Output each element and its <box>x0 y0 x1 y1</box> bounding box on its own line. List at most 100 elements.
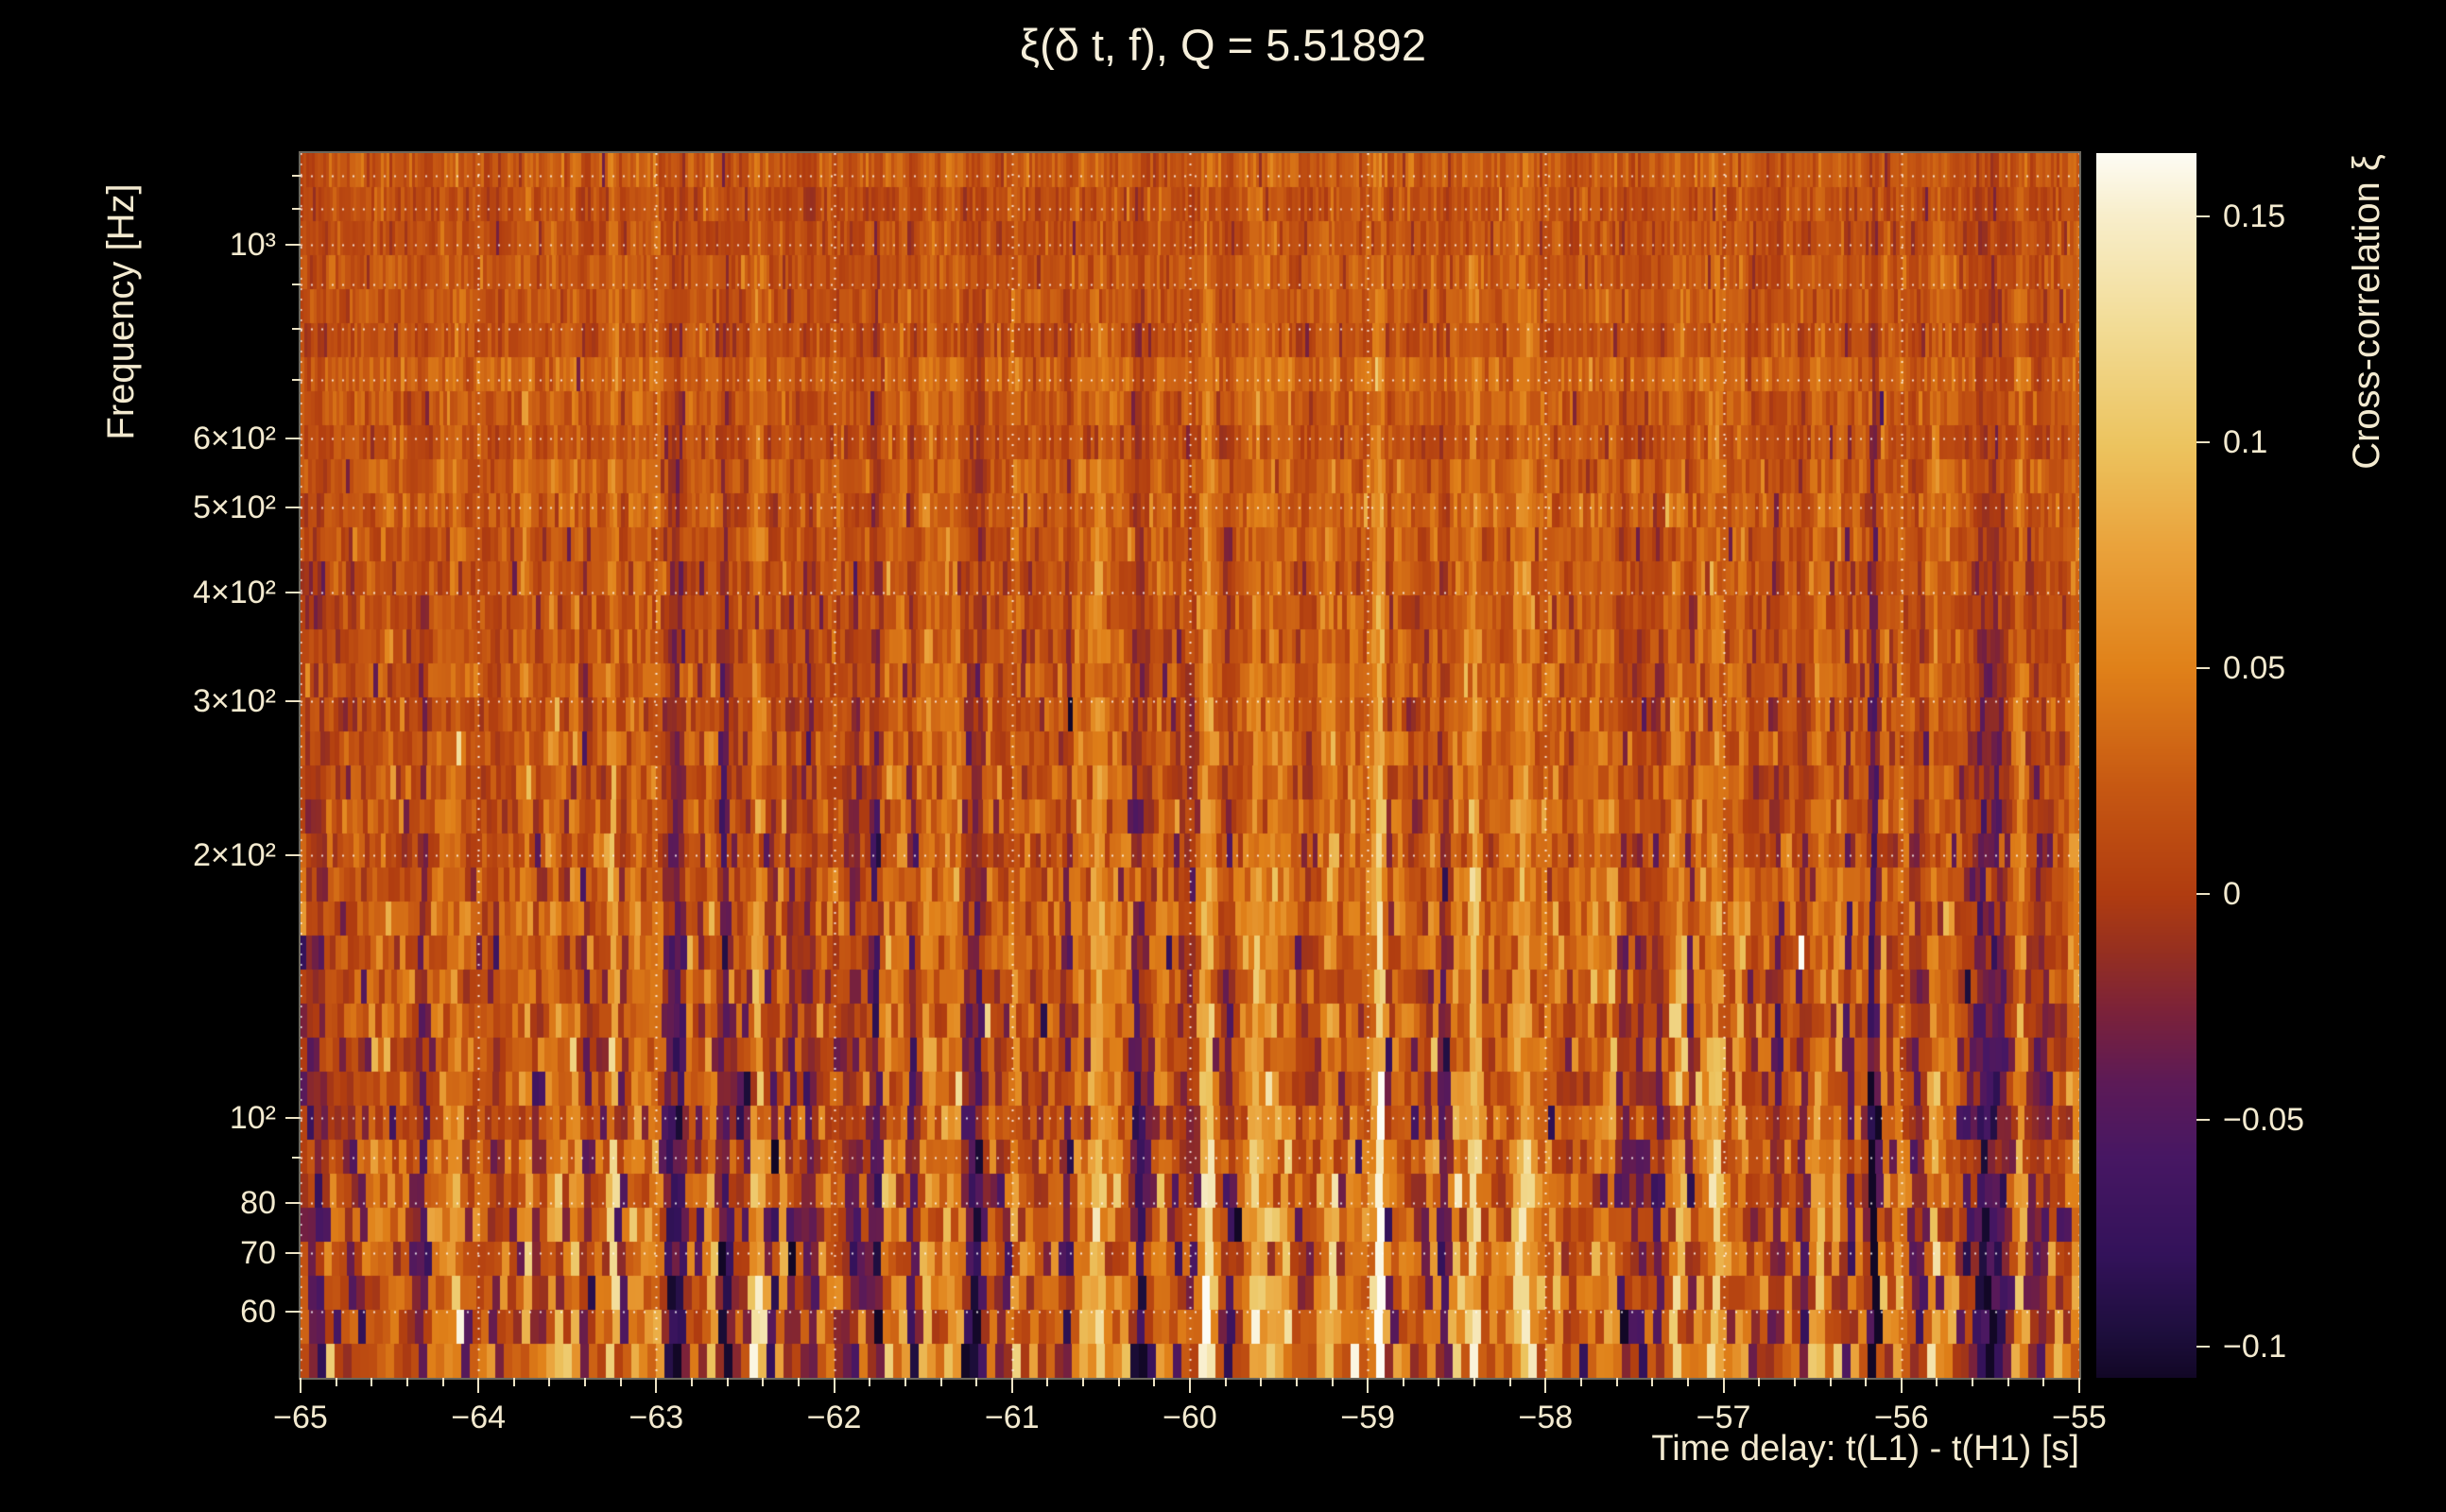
x-axis-tick-label: −56 <box>1873 1400 1929 1435</box>
x-axis-minor-tick <box>1117 1378 1120 1386</box>
colorbar-tick <box>2196 667 2210 670</box>
x-axis-tick <box>1010 1378 1013 1393</box>
y-axis-tick-label: 5×10² <box>193 490 276 526</box>
heatmap-canvas <box>301 153 2079 1378</box>
x-axis-minor-tick <box>2042 1378 2045 1386</box>
x-axis-minor-tick <box>1829 1378 1832 1386</box>
x-axis-minor-tick <box>1046 1378 1049 1386</box>
x-axis-tick <box>1189 1378 1191 1393</box>
x-axis-minor-tick <box>1224 1378 1227 1386</box>
x-axis-tick-label: −62 <box>806 1400 862 1435</box>
x-axis-minor-tick <box>1936 1378 1938 1386</box>
x-axis-minor-tick <box>1438 1378 1440 1386</box>
y-axis-tick-label: 4×10² <box>193 574 276 610</box>
x-axis-minor-tick <box>1758 1378 1761 1386</box>
x-axis-minor-tick <box>1615 1378 1618 1386</box>
x-axis-minor-tick <box>1082 1378 1085 1386</box>
x-axis-minor-tick <box>512 1378 515 1386</box>
y-axis-tick-label: 60 <box>240 1294 276 1331</box>
x-axis-minor-tick <box>405 1378 408 1386</box>
y-axis-tick <box>285 1252 301 1255</box>
y-axis-tick <box>285 243 301 246</box>
y-axis-tick-label: 80 <box>240 1184 276 1221</box>
x-axis-minor-tick <box>939 1378 942 1386</box>
y-axis-tick <box>285 507 301 509</box>
x-axis-minor-tick <box>1473 1378 1476 1386</box>
y-axis-tick <box>285 591 301 593</box>
x-axis-minor-tick <box>726 1378 729 1386</box>
y-axis-tick <box>285 1311 301 1314</box>
colorbar-tick-label: 0.05 <box>2223 650 2286 687</box>
x-axis-tick-label: −55 <box>2052 1400 2107 1435</box>
x-axis-tick <box>1722 1378 1725 1393</box>
y-axis-tick-label: 10² <box>229 1100 276 1136</box>
colorbar-tick <box>2196 441 2210 444</box>
colorbar-label: Cross-correlation ξ <box>2346 154 2387 470</box>
x-axis-minor-tick <box>691 1378 694 1386</box>
colorbar-tick <box>2196 1345 2210 1348</box>
x-axis-minor-tick <box>1793 1378 1796 1386</box>
x-axis-tick <box>300 1378 301 1393</box>
colorbar-gradient <box>2096 153 2196 1378</box>
x-axis-tick-label: −61 <box>984 1400 1040 1435</box>
x-axis-minor-tick <box>1686 1378 1689 1386</box>
x-axis-tick-label: −65 <box>273 1400 328 1435</box>
x-axis-minor-tick <box>762 1378 765 1386</box>
x-axis-tick-label: −63 <box>629 1400 684 1435</box>
y-axis-minor-tick <box>292 328 301 331</box>
x-axis-label: Time delay: t(L1) - t(H1) [s] <box>1651 1429 2079 1469</box>
x-axis-tick-label: −58 <box>1518 1400 1574 1435</box>
x-axis-tick-label: −57 <box>1696 1400 1751 1435</box>
colorbar-tick-label: 0 <box>2223 876 2241 913</box>
x-axis-minor-tick <box>1508 1378 1511 1386</box>
y-axis-minor-tick <box>292 207 301 210</box>
x-axis-minor-tick <box>1651 1378 1654 1386</box>
x-axis-tick-label: −64 <box>451 1400 507 1435</box>
x-axis-minor-tick <box>1580 1378 1583 1386</box>
y-axis-minor-tick <box>292 379 301 382</box>
colorbar-tick <box>2196 893 2210 896</box>
x-axis-tick <box>833 1378 835 1393</box>
x-axis-minor-tick <box>1331 1378 1334 1386</box>
x-axis-minor-tick <box>548 1378 551 1386</box>
y-axis-minor-tick <box>292 284 301 286</box>
y-axis-tick <box>285 853 301 856</box>
colorbar-tick-label: 0.15 <box>2223 198 2286 234</box>
y-axis-tick <box>285 437 301 439</box>
y-axis-tick <box>285 1117 301 1119</box>
x-axis-minor-tick <box>2007 1378 2009 1386</box>
x-axis-tick-label: −59 <box>1340 1400 1396 1435</box>
x-axis-minor-tick <box>441 1378 444 1386</box>
y-axis-tick <box>285 700 301 703</box>
x-axis-minor-tick <box>370 1378 373 1386</box>
x-axis-minor-tick <box>1295 1378 1298 1386</box>
x-axis-minor-tick <box>1972 1378 1974 1386</box>
y-axis-tick-label: 70 <box>240 1235 276 1272</box>
x-axis-minor-tick <box>619 1378 622 1386</box>
x-axis-minor-tick <box>1865 1378 1868 1386</box>
x-axis-minor-tick <box>975 1378 978 1386</box>
y-axis-tick-label: 6×10² <box>193 420 276 456</box>
y-axis-tick <box>285 1201 301 1204</box>
x-axis-tick <box>2078 1378 2080 1393</box>
colorbar-tick <box>2196 215 2210 217</box>
x-axis-minor-tick <box>584 1378 587 1386</box>
x-axis-tick <box>477 1378 480 1393</box>
x-axis-minor-tick <box>1260 1378 1263 1386</box>
x-axis-minor-tick <box>797 1378 800 1386</box>
x-axis-minor-tick <box>335 1378 337 1386</box>
y-axis-tick-label: 10³ <box>229 226 276 263</box>
x-axis-minor-tick <box>869 1378 871 1386</box>
colorbar-tick-label: 0.1 <box>2223 424 2268 461</box>
x-axis-tick <box>1367 1378 1369 1393</box>
y-axis-tick-label: 3×10² <box>193 683 276 720</box>
colorbar-tick-label: −0.1 <box>2223 1328 2287 1365</box>
x-axis-tick-label: −60 <box>1163 1400 1217 1435</box>
x-axis-minor-tick <box>904 1378 906 1386</box>
x-axis-tick <box>1544 1378 1547 1393</box>
colorbar-tick <box>2196 1119 2210 1122</box>
x-axis-tick <box>1900 1378 1903 1393</box>
colorbar-tick-label: −0.05 <box>2223 1102 2305 1139</box>
x-axis-tick <box>655 1378 658 1393</box>
